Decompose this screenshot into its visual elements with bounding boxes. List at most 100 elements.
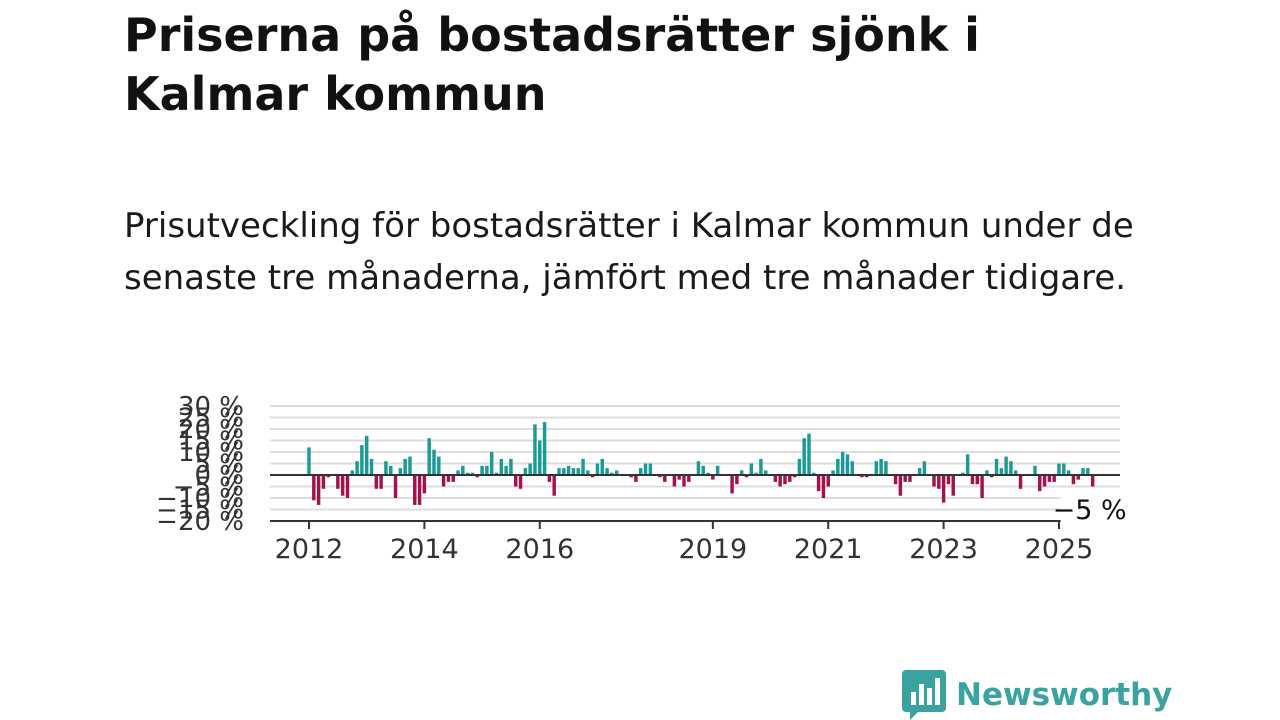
bar: [1047, 475, 1052, 482]
bar: [1042, 475, 1047, 487]
bar: [533, 424, 537, 475]
bar: [413, 475, 417, 505]
bar: [312, 475, 316, 501]
bar: [557, 468, 561, 475]
bar: [374, 475, 379, 489]
last-value-label-bg: [1060, 491, 1133, 525]
bar: [581, 458, 585, 475]
y-tick-label: −15 %: [156, 496, 244, 526]
bar: [489, 452, 494, 475]
y-tick-label: 25 %: [178, 404, 244, 434]
bar: [509, 458, 513, 475]
bar: [499, 458, 504, 475]
bar: [590, 475, 595, 478]
bar: [1081, 468, 1085, 475]
y-tick-label: 20 %: [178, 415, 244, 445]
bar: [321, 475, 326, 489]
x-tick-label: 2023: [909, 534, 978, 565]
bar: [884, 461, 888, 475]
bar: [552, 475, 556, 496]
bar: [600, 458, 604, 475]
bar: [840, 452, 845, 475]
bar: [759, 458, 763, 475]
bar: [470, 472, 475, 475]
bar: [1038, 475, 1042, 492]
bar: [816, 475, 821, 492]
bar: [908, 475, 912, 482]
bar: [639, 468, 643, 475]
page-title: Priserna på bostadsrätter sjönk i Kalmar…: [124, 8, 980, 121]
y-tick-label: 5 %: [194, 450, 244, 480]
bar: [658, 475, 662, 478]
bar: [345, 475, 350, 498]
bar: [605, 468, 609, 475]
bar: [547, 475, 552, 482]
bar: [1071, 475, 1076, 485]
bar: [980, 475, 984, 498]
bar: [485, 465, 489, 475]
bar: [951, 475, 955, 496]
bar: [739, 470, 744, 475]
price-change-bar-chart: 30 %25 %20 %15 %10 %5 %0 %−5 %−10 %−15 %…: [156, 392, 1133, 565]
bar: [807, 433, 811, 475]
bar: [812, 472, 816, 475]
bar: [456, 470, 460, 475]
y-tick-labels: 30 %25 %20 %15 %10 %5 %0 %−5 %−10 %−15 %…: [156, 392, 244, 537]
bar: [1086, 468, 1090, 475]
bar: [494, 472, 499, 475]
bar: [307, 447, 311, 475]
bar: [417, 475, 422, 505]
bar: [432, 449, 436, 475]
bar: [903, 475, 907, 482]
bar: [917, 468, 922, 475]
bar: [379, 475, 383, 489]
x-tick-label: 2012: [275, 534, 344, 565]
bar: [514, 475, 518, 487]
y-tick-label: −5 %: [173, 473, 244, 503]
bar: [441, 475, 446, 487]
bar: [475, 475, 479, 478]
bar: [989, 475, 994, 478]
bar: [730, 475, 734, 494]
grid-layer: [270, 405, 1120, 511]
bar: [797, 458, 802, 475]
bar: [451, 475, 455, 482]
bar: [985, 470, 989, 475]
bar: [773, 475, 778, 482]
bar: [965, 454, 970, 475]
x-tick-label: 2025: [1025, 534, 1094, 565]
bar: [788, 475, 792, 482]
bar: [350, 470, 354, 475]
bar: [792, 475, 797, 478]
bar: [389, 465, 393, 475]
bar: [427, 438, 431, 475]
bar: [946, 475, 951, 485]
bar: [1014, 470, 1018, 475]
y-tick-label: 30 %: [178, 392, 244, 422]
bar: [566, 465, 571, 475]
bar: [1033, 465, 1037, 475]
bar: [864, 475, 869, 478]
bar: [355, 461, 359, 475]
bar: [994, 458, 999, 475]
y-tick-label: −20 %: [156, 507, 244, 537]
bar: [1018, 475, 1023, 489]
bar: [369, 458, 374, 475]
bar: [677, 475, 681, 480]
bar: [682, 475, 686, 487]
bar: [316, 475, 321, 505]
bar: [528, 463, 532, 475]
bar: [754, 472, 758, 475]
bar: [778, 475, 782, 487]
bar: [437, 456, 441, 475]
bar: [614, 470, 619, 475]
bar: [715, 465, 720, 475]
bar: [1004, 456, 1008, 475]
bar: [970, 475, 975, 485]
x-tick-label: 2019: [678, 534, 747, 565]
bar: [422, 475, 427, 494]
bar: [634, 475, 638, 482]
x-tick-label: 2021: [794, 534, 863, 565]
bar: [648, 463, 653, 475]
x-tick-label: 2016: [505, 534, 574, 565]
